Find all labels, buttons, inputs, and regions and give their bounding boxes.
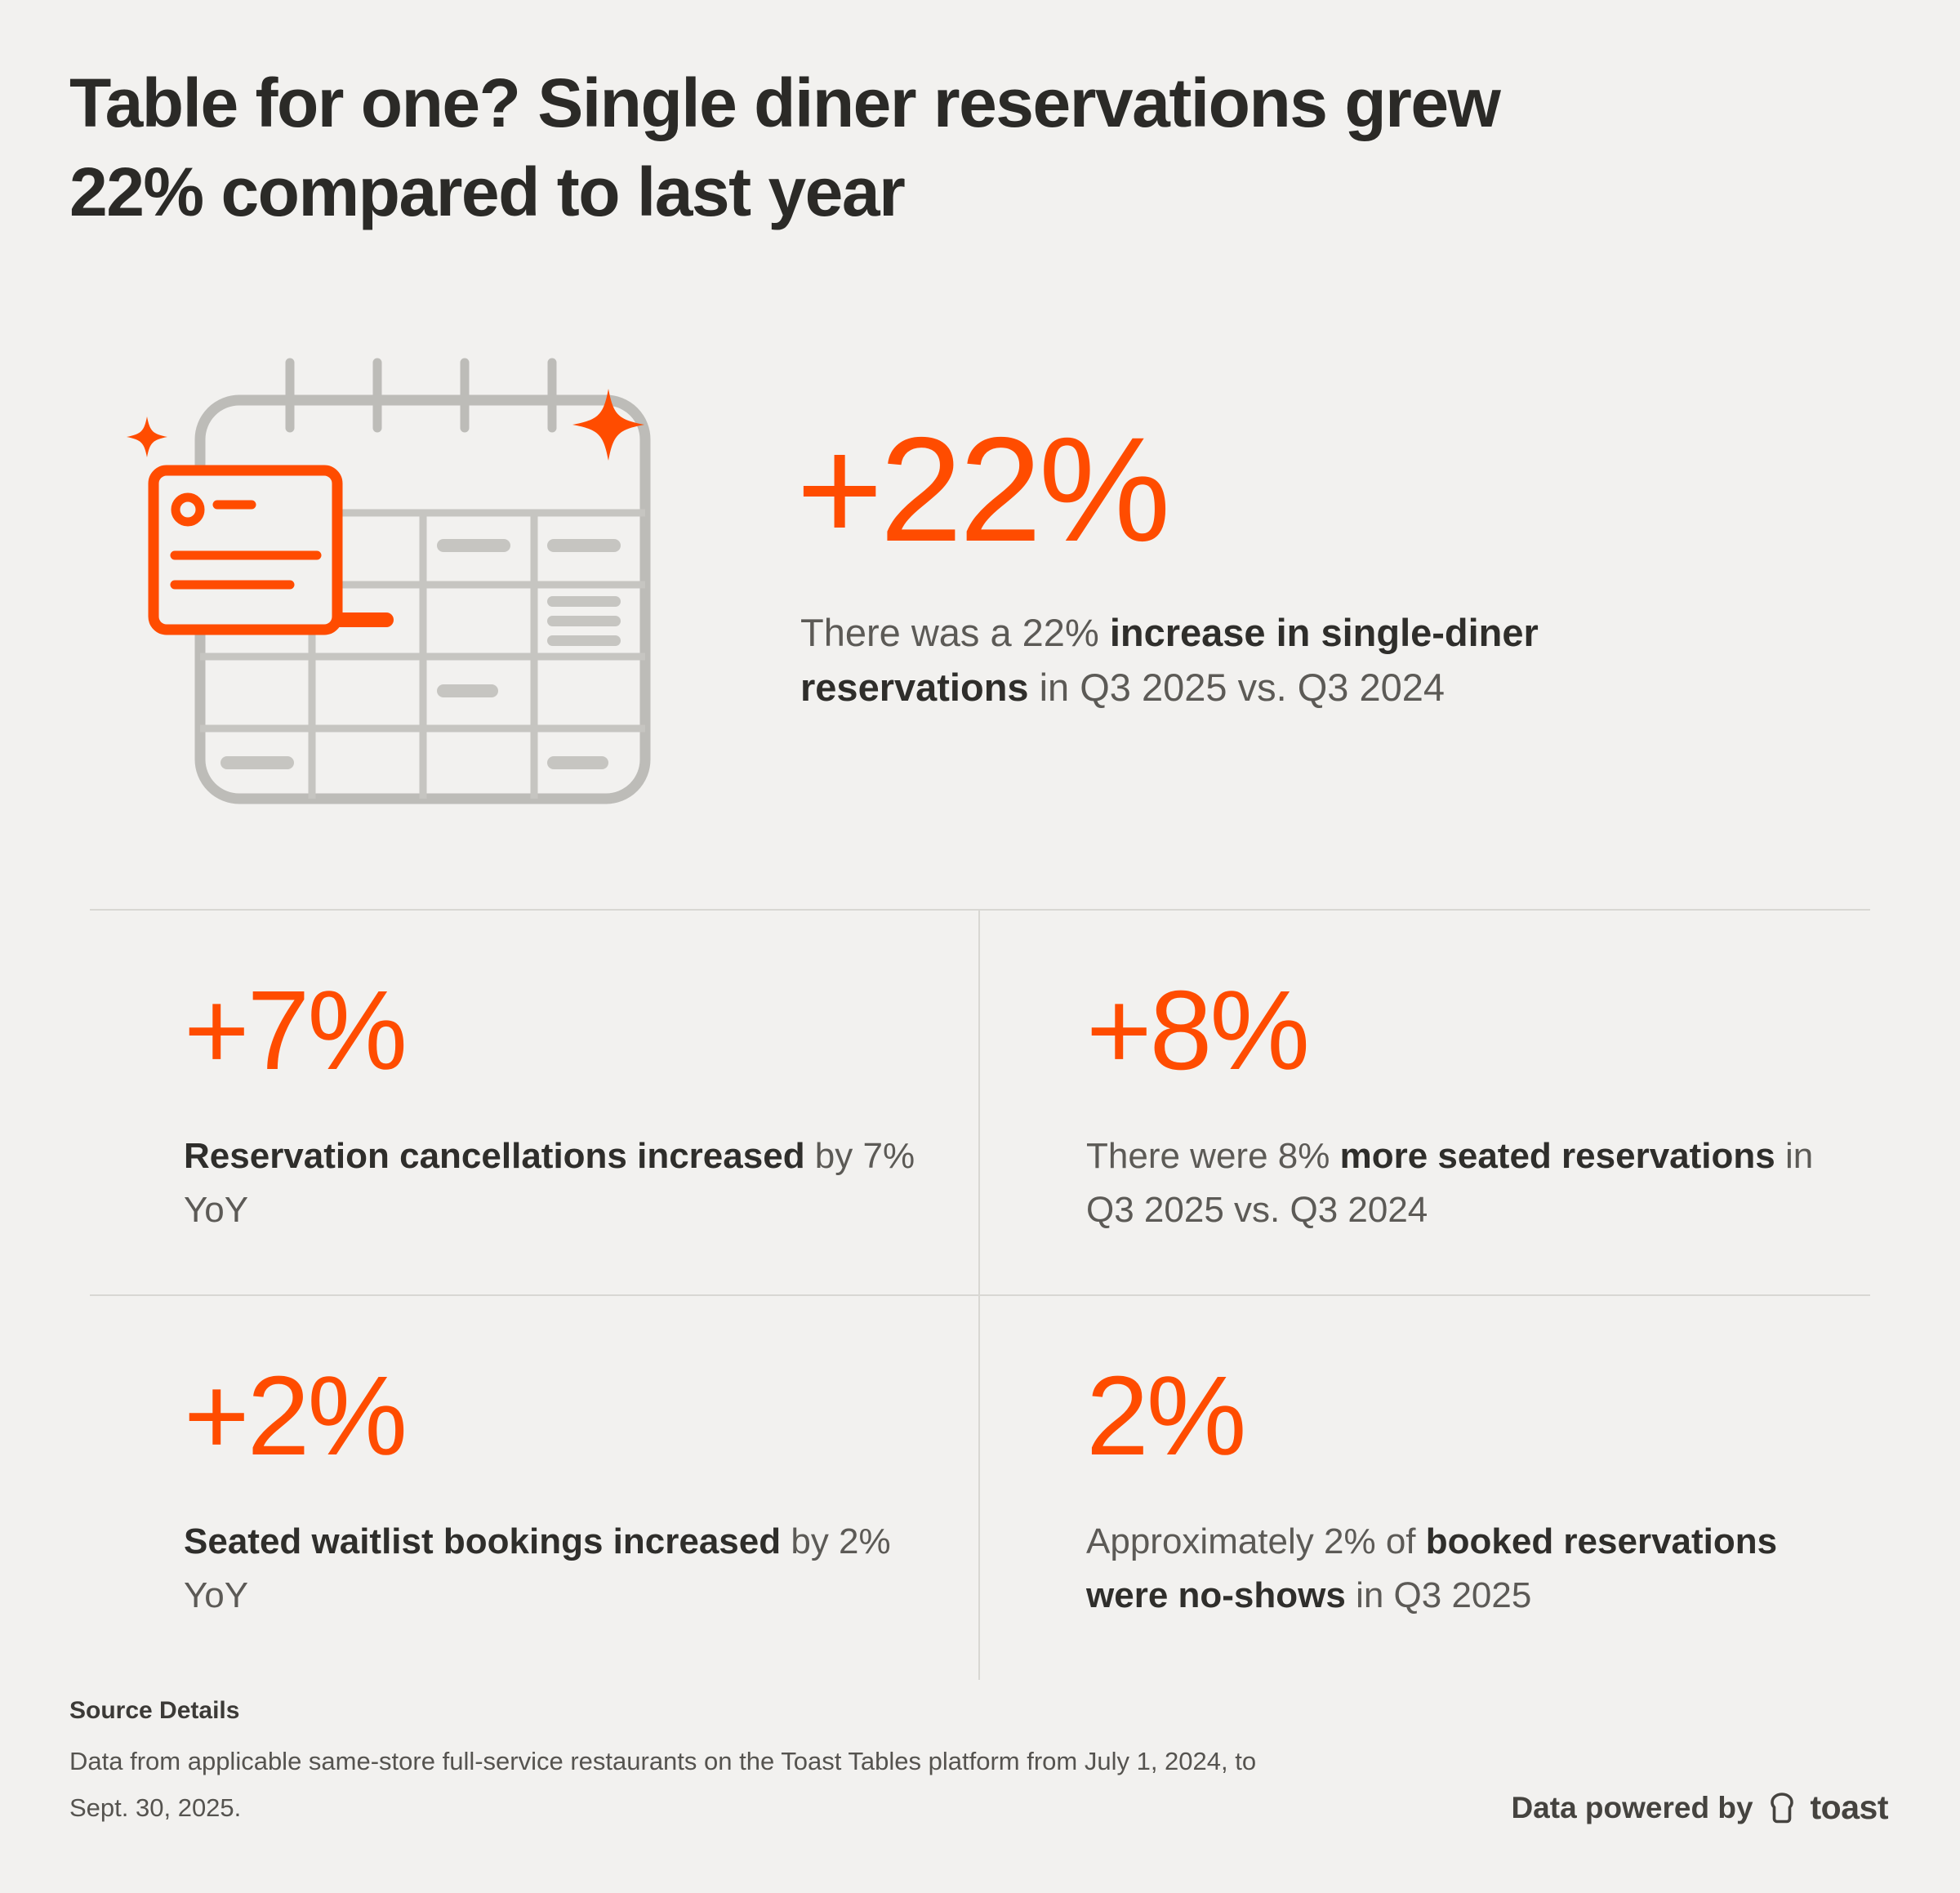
stat-seated-waitlist-bookings: +2% Seated waitlist bookings increased b… (90, 1294, 980, 1680)
calendar-illustration (127, 358, 651, 804)
stat-seated-reservations: +8% There were 8% more seated reservatio… (980, 909, 1870, 1294)
page-title-line2: 22% compared to last year (69, 154, 906, 231)
stat-desc-post: in Q3 2025 vs. Q3 2024 (1086, 1136, 1814, 1230)
page-title: Table for one? Single diner reservations… (69, 59, 1850, 237)
powered-by-label: Data powered by (1511, 1790, 1753, 1824)
page-title-line1: Table for one? Single diner reservations… (69, 65, 1501, 141)
stat-value: +7% (184, 968, 408, 1093)
stat-desc-post: by 2% YoY (184, 1521, 891, 1615)
stat-value: +8% (1086, 968, 1310, 1093)
source-details: Source Details Data from applicable same… (69, 1697, 1376, 1832)
source-details-text: Data from applicable same-store full-ser… (69, 1738, 1376, 1832)
stat-value: 2% (1086, 1353, 1246, 1479)
toast-wordmark: toast (1810, 1788, 1889, 1826)
stat-desc-pre: Approximately 2% of (1086, 1521, 1426, 1561)
stat-desc-bold: more seated reservations (1339, 1136, 1775, 1176)
stat-value: +2% (184, 1353, 408, 1479)
stat-desc-bold: Seated waitlist bookings increased (184, 1521, 782, 1561)
stat-desc: Approximately 2% of booked reservations … (1086, 1515, 1821, 1623)
stat-desc-bold: booked reservations were no-shows (1086, 1521, 1778, 1615)
hero-desc-post: in Q3 2025 vs. Q3 2024 (1028, 665, 1446, 709)
sparkle-small-icon (127, 416, 167, 457)
toast-logo-icon (1770, 1792, 1793, 1823)
stat-desc-pre: There were 8% (1086, 1136, 1340, 1176)
stat-no-shows: 2% Approximately 2% of booked reservatio… (980, 1294, 1870, 1680)
source-line2: Sept. 30, 2025. (69, 1793, 242, 1823)
hero-stat-desc: There was a 22% increase in single-diner… (800, 606, 1764, 715)
stat-desc: Seated waitlist bookings increased by 2%… (184, 1515, 929, 1623)
stat-desc: Reservation cancellations increased by 7… (184, 1129, 929, 1237)
stat-reservation-cancellations: +7% Reservation cancellations increased … (90, 909, 980, 1294)
stat-desc-post: in Q3 2025 (1345, 1575, 1532, 1615)
stats-grid: +7% Reservation cancellations increased … (90, 909, 1870, 1680)
reservation-card-icon (148, 465, 343, 635)
sparkle-icon (572, 389, 644, 461)
hero-desc-pre: There was a 22% (800, 611, 1110, 654)
powered-by: Data powered by toast (1511, 1788, 1888, 1827)
highlighted-event-pill (327, 612, 394, 627)
stat-desc: There were 8% more seated reservations i… (1086, 1129, 1821, 1237)
source-line1: Data from applicable same-store full-ser… (69, 1747, 1257, 1775)
hero-stat-value: +22% (796, 406, 1171, 572)
source-details-label: Source Details (69, 1697, 240, 1724)
hero-desc-bold: increase in single-diner reservations (800, 611, 1539, 709)
stat-desc-post: by 7% YoY (184, 1136, 915, 1230)
stat-desc-bold: Reservation cancellations increased (184, 1136, 805, 1176)
